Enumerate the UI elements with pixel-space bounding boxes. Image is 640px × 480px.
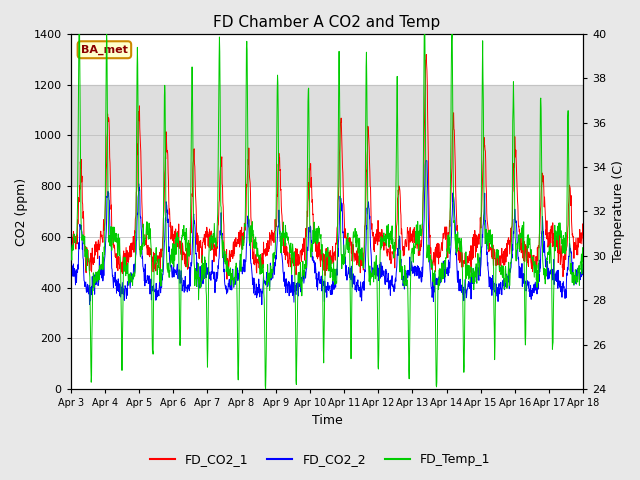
Title: FD Chamber A CO2 and Temp: FD Chamber A CO2 and Temp	[213, 15, 440, 30]
X-axis label: Time: Time	[312, 414, 342, 427]
Y-axis label: Temperature (C): Temperature (C)	[612, 160, 625, 263]
Y-axis label: CO2 (ppm): CO2 (ppm)	[15, 178, 28, 246]
Legend: FD_CO2_1, FD_CO2_2, FD_Temp_1: FD_CO2_1, FD_CO2_2, FD_Temp_1	[145, 448, 495, 471]
Text: BA_met: BA_met	[81, 45, 128, 55]
Bar	[70, 84, 583, 186]
